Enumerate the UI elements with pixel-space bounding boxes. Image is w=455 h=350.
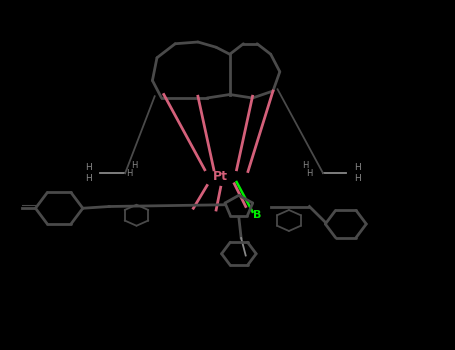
Text: H: H [354,174,360,183]
Text: H: H [302,161,308,170]
Text: Pt: Pt [213,170,228,183]
Text: B: B [253,210,261,220]
Text: H: H [306,169,313,178]
Text: H: H [86,163,92,173]
Text: H: H [354,163,360,173]
Text: H: H [131,161,137,170]
Text: H: H [86,174,92,183]
Text: H: H [126,169,133,178]
